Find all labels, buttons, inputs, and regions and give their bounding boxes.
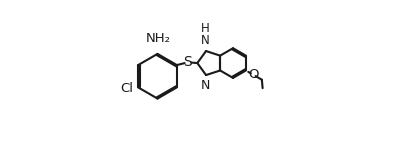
Text: Cl: Cl	[121, 82, 133, 95]
Text: NH₂: NH₂	[145, 32, 171, 45]
Text: N: N	[201, 79, 210, 92]
Text: S: S	[183, 55, 192, 69]
Text: O: O	[248, 68, 258, 81]
Text: H
N: H N	[201, 22, 210, 47]
